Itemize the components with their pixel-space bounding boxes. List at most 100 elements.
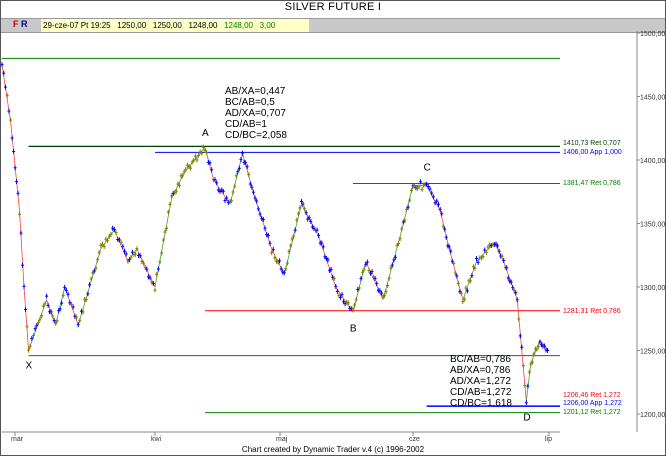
price-bar — [438, 206, 442, 212]
price-bar — [231, 189, 235, 195]
price-bar — [435, 198, 439, 204]
price-bar — [221, 188, 225, 194]
price-bar — [234, 173, 238, 179]
price-bar — [375, 281, 379, 287]
level-label: 1410,73 Ret 0,707 — [563, 140, 621, 147]
price-bar — [285, 260, 289, 266]
price-bar — [474, 256, 478, 262]
price-bar — [440, 211, 444, 217]
price-bar — [226, 199, 230, 205]
price-bar — [71, 304, 75, 310]
price-bar — [184, 166, 188, 172]
price-bar — [515, 297, 519, 303]
price-bar — [40, 313, 44, 319]
y-tick-label: 1200,00 — [640, 412, 665, 419]
price-bar — [542, 343, 546, 349]
price-bar — [425, 181, 429, 187]
price-bar — [481, 254, 485, 260]
price-bar — [96, 257, 100, 263]
price-bar — [295, 217, 299, 223]
price-bar — [362, 266, 366, 272]
ratio-bottom: AD/XA=1,272 — [450, 376, 511, 387]
price-bar — [517, 316, 521, 322]
price-bar — [524, 400, 528, 406]
price-bar — [276, 259, 280, 265]
price-bar — [109, 231, 113, 237]
price-bar — [393, 254, 397, 260]
price-bar — [192, 157, 196, 163]
price-bar — [99, 242, 103, 248]
price-bar — [497, 248, 501, 254]
pattern-label-d: D — [523, 412, 530, 423]
price-bar — [518, 333, 522, 339]
price-bar — [455, 273, 459, 279]
price-bar — [201, 144, 205, 150]
price-bar — [395, 243, 399, 249]
price-bar — [195, 157, 199, 163]
price-bar — [64, 287, 68, 293]
price-bar — [10, 135, 14, 141]
price-bar — [334, 283, 338, 289]
price-bar — [142, 260, 146, 266]
price-bar — [13, 165, 17, 171]
price-bar — [523, 382, 527, 388]
price-bar — [309, 218, 313, 224]
price-bar — [453, 270, 457, 276]
price-bar — [16, 190, 20, 196]
price-bar — [255, 198, 259, 204]
price-bar — [97, 250, 101, 256]
price-bar — [112, 226, 116, 232]
price-bar — [66, 291, 70, 297]
price-bar — [15, 179, 19, 185]
price-bar — [25, 324, 29, 330]
price-bar — [321, 244, 325, 250]
price-bar — [292, 233, 296, 239]
pattern-label-a: A — [202, 128, 209, 139]
price-bar — [437, 201, 440, 207]
price-bar — [408, 197, 412, 203]
price-bar — [258, 211, 262, 217]
price-bar — [261, 217, 265, 223]
price-bar — [312, 225, 316, 231]
price-bar — [279, 266, 283, 272]
price-bar — [506, 275, 510, 281]
trend-line — [113, 229, 129, 262]
ratio-top: AD/XA=0,707 — [225, 108, 286, 119]
price-bar — [290, 236, 294, 242]
price-bar — [5, 93, 9, 99]
price-bar — [0, 62, 4, 68]
price-bar — [526, 383, 530, 389]
price-bar — [60, 300, 64, 306]
r-button[interactable]: R — [21, 19, 28, 29]
quote-datetime: 29-cze-07 Pt 19:25 — [43, 21, 111, 30]
ratio-bottom: AB/XA=0,786 — [450, 365, 511, 376]
price-bar — [218, 189, 222, 195]
ratio-bottom: BC/AB=0,786 — [450, 354, 511, 365]
price-bar — [357, 285, 361, 291]
price-bar — [342, 299, 346, 305]
price-bar — [505, 265, 509, 271]
price-bar — [303, 206, 307, 212]
price-bar — [293, 227, 297, 233]
trend-line — [318, 236, 337, 288]
price-bar — [307, 215, 311, 221]
price-bar — [486, 244, 490, 250]
f-label[interactable]: F — [13, 19, 19, 29]
price-bar — [496, 243, 500, 249]
price-bar — [43, 301, 47, 307]
price-bar — [127, 257, 131, 263]
price-bar — [335, 288, 339, 294]
price-bar — [372, 274, 376, 280]
price-bar — [428, 186, 432, 192]
price-bar — [458, 289, 462, 295]
price-bar — [187, 163, 191, 169]
price-bar — [532, 351, 536, 357]
price-bar — [301, 201, 305, 207]
y-tick-label: 1250,00 — [640, 349, 665, 356]
price-bar — [241, 150, 244, 156]
price-bar — [2, 70, 6, 76]
price-bar — [387, 275, 391, 281]
ratio-top: BC/AB=0,5 — [225, 97, 275, 108]
f-button[interactable]: F R — [13, 19, 28, 29]
